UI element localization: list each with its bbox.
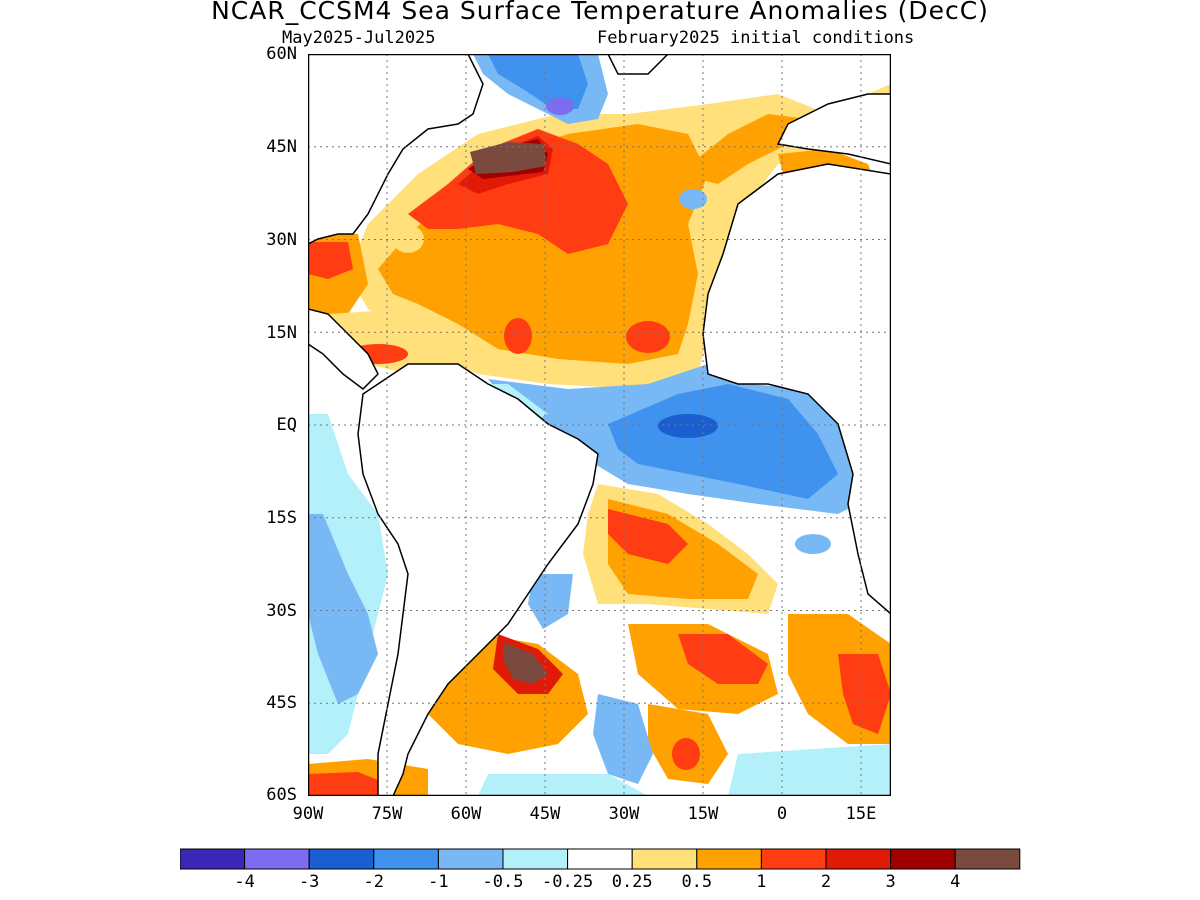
lon-label-60w: 60W [450,804,482,824]
map-frame [308,54,891,796]
south-america-land [357,363,599,796]
colorbar-label-9: 2 [820,872,832,892]
lat-label-15s: 15S [266,508,297,528]
labrador-sea-cool-anomaly [473,54,608,124]
colorbar-swatch-5 [502,848,569,870]
lat-label-eq: EQ [276,415,297,435]
colorbar-swatch-1 [244,848,310,870]
colorbar-swatch-11 [890,848,956,870]
colorbar-label-11: 4 [950,872,961,892]
map-gridlines [308,54,891,796]
lon-label-0: 0 [776,804,788,824]
africa-land [702,163,891,615]
initial-conditions: February2025 initial conditions [597,28,915,48]
lon-label-45w: 45W [529,804,561,824]
colorbar [180,848,1021,870]
forecast-period: May2025-Jul2025 [282,28,436,48]
lat-label-60s: 60S [266,785,297,805]
lat-label-45s: 45S [266,693,297,713]
colorbar-swatch-0 [180,848,246,870]
colorbar-swatch-9 [760,848,827,870]
southern-cool-anomaly [308,414,891,796]
map-panel [308,54,891,796]
map-title: NCAR_CCSM4 Sea Surface Temperature Anoma… [211,0,989,25]
north-atlantic-warm-anomaly [348,84,891,389]
colorbar-swatch-6 [567,848,633,870]
colorbar-label-5: -0.25 [542,872,594,892]
lat-label-30s: 30S [266,601,297,621]
colorbar-label-1: -3 [298,872,320,892]
colorbar-label-10: 3 [885,872,896,892]
lon-label-15w: 15W [687,804,719,824]
colorbar-swatch-12 [954,848,1021,870]
lat-label-60n: 60N [266,44,297,64]
colorbar-label-2: -2 [363,872,385,892]
colorbar-label-3: -1 [428,872,449,892]
lat-label-15n: 15N [266,323,297,343]
colorbar-label-7: 0.5 [681,872,713,892]
colorbar-swatch-10 [825,848,892,870]
lat-label-30n: 30N [266,230,297,250]
colorbar-swatch-7 [631,848,698,870]
north-america-land [308,54,484,245]
colorbar-label-4: -0.5 [482,872,524,892]
colorbar-label-8: 1 [756,872,767,892]
lon-label-30w: 30W [608,804,640,824]
colorbar-swatch-4 [437,848,504,870]
colorbar-swatch-2 [308,848,375,870]
lon-label-90w: 90W [292,804,324,824]
land-masses [308,54,891,796]
colorbar-label-6: 0.25 [611,872,653,892]
colorbar-label-0: -4 [234,872,255,892]
lon-label-15e: 15E [845,804,877,824]
lat-label-45n: 45N [266,137,297,157]
colorbar-swatch-8 [696,848,762,870]
lon-label-75w: 75W [371,804,403,824]
colorbar-swatch-3 [373,848,439,870]
greenland-iceland-land [607,54,670,75]
central-america-land [308,308,379,390]
